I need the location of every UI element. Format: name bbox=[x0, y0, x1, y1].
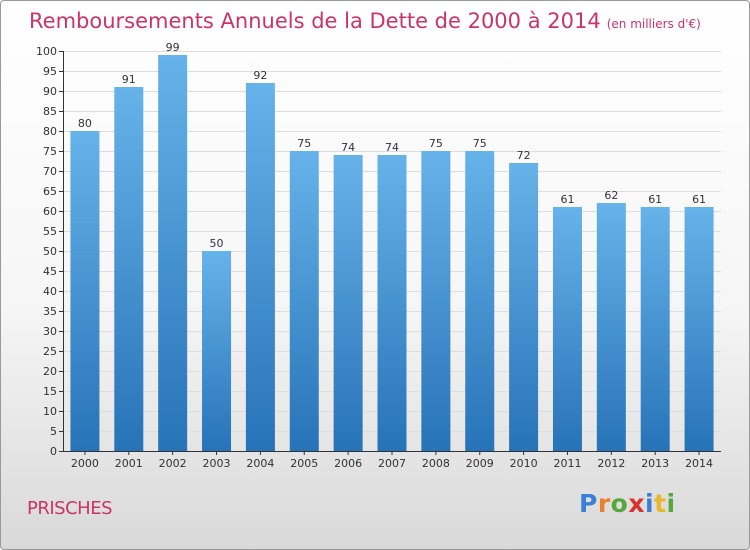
x-tick-label: 2013 bbox=[641, 457, 669, 470]
x-tick-label: 2006 bbox=[334, 457, 362, 470]
commune-name: PRISCHES bbox=[27, 498, 113, 519]
bar bbox=[421, 151, 451, 451]
y-tick-label: 80 bbox=[43, 125, 57, 138]
bar-value-label: 91 bbox=[122, 73, 136, 86]
bar-value-label: 75 bbox=[429, 137, 443, 150]
chart-unit: (en milliers d'€) bbox=[606, 17, 701, 31]
y-tick-label: 95 bbox=[43, 65, 57, 78]
y-tick-label: 40 bbox=[43, 285, 57, 298]
x-tick-label: 2011 bbox=[553, 457, 581, 470]
bar-value-label: 74 bbox=[341, 141, 355, 154]
bar-value-label: 72 bbox=[517, 149, 531, 162]
x-tick-label: 2007 bbox=[378, 457, 406, 470]
x-tick-label: 2012 bbox=[597, 457, 625, 470]
bar-value-label: 92 bbox=[253, 69, 267, 82]
x-tick-label: 2003 bbox=[203, 457, 231, 470]
bar-value-label: 99 bbox=[166, 41, 180, 54]
x-tick-label: 2009 bbox=[466, 457, 494, 470]
bar-value-label: 62 bbox=[604, 189, 618, 202]
y-axis: 0 5 10 15 20 25 30 35 40 45 50 55 60 65 70 75 80 85 90 95 10… bbox=[36, 45, 64, 458]
bar bbox=[509, 163, 539, 451]
y-tick-label: 20 bbox=[43, 365, 57, 378]
logo-letter: P bbox=[579, 489, 598, 518]
x-tick-label: 2002 bbox=[159, 457, 187, 470]
y-tick-label: 25 bbox=[43, 345, 57, 358]
y-tick-label: 35 bbox=[43, 305, 57, 318]
bar-value-label: 50 bbox=[210, 237, 224, 250]
bar bbox=[245, 83, 275, 451]
logo-letter: i bbox=[666, 489, 676, 518]
bar-value-label: 61 bbox=[560, 193, 574, 206]
y-tick-label: 55 bbox=[43, 225, 57, 238]
bar bbox=[684, 207, 714, 451]
logo-letter: t bbox=[654, 489, 667, 518]
bar-value-label: 75 bbox=[473, 137, 487, 150]
y-tick-label: 10 bbox=[43, 405, 57, 418]
x-tick-label: 2004 bbox=[246, 457, 274, 470]
logo-letter: i bbox=[645, 489, 655, 518]
y-tick-label: 75 bbox=[43, 145, 57, 158]
y-tick-label: 5 bbox=[50, 425, 57, 438]
bar-value-label: 61 bbox=[692, 193, 706, 206]
bar-value-label: 75 bbox=[297, 137, 311, 150]
chart-title: Remboursements Annuels de la Dette de 20… bbox=[29, 9, 701, 33]
y-tick-label: 90 bbox=[43, 85, 57, 98]
y-tick-label: 45 bbox=[43, 265, 57, 278]
bar bbox=[333, 155, 363, 451]
y-tick-label: 15 bbox=[43, 385, 57, 398]
bar bbox=[202, 251, 232, 451]
y-tick-label: 100 bbox=[36, 45, 57, 58]
bar bbox=[465, 151, 495, 451]
bar bbox=[158, 55, 188, 451]
bar-value-label: 74 bbox=[385, 141, 399, 154]
y-tick-label: 0 bbox=[50, 445, 57, 458]
bar bbox=[552, 207, 582, 451]
logo-letter: r bbox=[597, 489, 611, 518]
y-tick-label: 70 bbox=[43, 165, 57, 178]
bar bbox=[377, 155, 407, 451]
x-tick-label: 2000 bbox=[71, 457, 99, 470]
logo-letter: x bbox=[628, 489, 645, 518]
x-tick-label: 2008 bbox=[422, 457, 450, 470]
x-tick-label: 2010 bbox=[510, 457, 538, 470]
y-tick-label: 50 bbox=[43, 245, 57, 258]
bars: 80 91 99 50 92 75 74 74 75 75 72 61 62 61 61 bbox=[70, 41, 714, 451]
bar bbox=[70, 131, 100, 451]
x-axis: 2000 2001 2002 2003 2004 2005 2006 2007 2008 2009… bbox=[63, 451, 721, 470]
y-tick-label: 60 bbox=[43, 205, 57, 218]
chart-title-text: Remboursements Annuels de la Dette de 20… bbox=[29, 9, 601, 33]
y-tick-label: 65 bbox=[43, 185, 57, 198]
bar-value-label: 61 bbox=[648, 193, 662, 206]
x-tick-label: 2005 bbox=[290, 457, 318, 470]
bar bbox=[289, 151, 319, 451]
bar-value-label: 80 bbox=[78, 117, 92, 130]
logo-letter: o bbox=[610, 489, 629, 518]
x-tick-label: 2001 bbox=[115, 457, 143, 470]
y-tick-label: 30 bbox=[43, 325, 57, 338]
bar bbox=[640, 207, 670, 451]
bar bbox=[596, 203, 626, 451]
x-tick-label: 2014 bbox=[685, 457, 713, 470]
y-tick-label: 85 bbox=[43, 105, 57, 118]
proxiti-logo: Proxiti bbox=[579, 489, 676, 518]
bar bbox=[114, 87, 144, 451]
